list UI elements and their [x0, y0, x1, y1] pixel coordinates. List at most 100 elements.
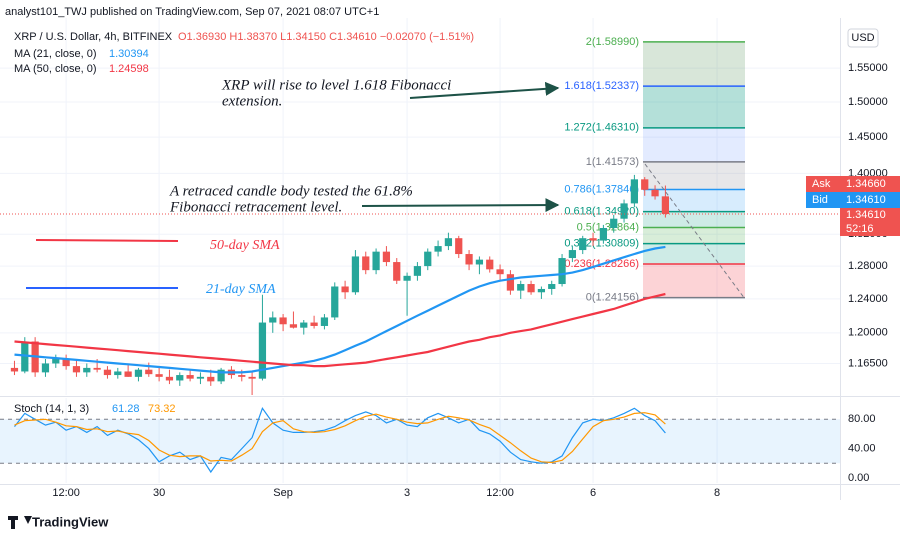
candle-body: [258, 322, 267, 379]
x-tick-label: 12:00: [486, 487, 514, 499]
ask-tag: [806, 176, 900, 192]
x-tick-label: 30: [153, 487, 165, 499]
candle-body: [610, 218, 618, 229]
fib-label: 0.5(1.32864): [577, 221, 639, 233]
candle-body: [196, 376, 205, 379]
fib-label: 1.272(1.46310): [564, 122, 639, 134]
candle-body: [372, 251, 380, 271]
annotation: 21-day SMA: [206, 282, 276, 297]
annotation: 50-day SMA: [210, 238, 280, 253]
candle-body: [341, 286, 349, 293]
candle-body: [269, 317, 277, 323]
candle-body: [630, 179, 639, 204]
fib-zone: [643, 86, 745, 128]
candle-body: [455, 238, 463, 255]
currency-box[interactable]: [847, 28, 879, 48]
fib-label: 0(1.24156): [586, 292, 639, 304]
candle-body: [320, 317, 329, 326]
x-tick-label: Sep: [273, 487, 293, 499]
candle-body: [114, 371, 122, 376]
symbol: XRP / U.S. Dollar, 4h, BITFINEX: [14, 31, 173, 43]
candle-body: [10, 367, 19, 372]
candle-body: [103, 369, 112, 376]
y-tick-label: 1.20000: [848, 327, 888, 339]
fib-zone: [643, 263, 745, 298]
fib-zone: [643, 127, 745, 162]
x-tick-label: 8: [714, 487, 720, 499]
candle-body: [351, 256, 360, 293]
annotation: extension.: [222, 93, 282, 109]
y-tick-label: 1.24000: [848, 293, 888, 305]
fib-zone: [643, 243, 745, 264]
legend-line: [35, 239, 179, 242]
candle-body: [424, 251, 432, 267]
legend-ma21: MA (21, close, 0): [14, 48, 97, 60]
bid-price: 1.34610: [846, 194, 886, 206]
candle-body: [527, 284, 535, 293]
arrow: [361, 198, 560, 213]
ask-label: Ask: [812, 178, 831, 190]
candle-body: [444, 238, 453, 247]
stoch-k-value: 61.28: [112, 403, 140, 415]
y-tick-label: 1.45000: [848, 131, 888, 143]
candle-body: [165, 376, 174, 381]
stoch-d-value: 73.32: [148, 403, 176, 415]
candle-body: [52, 359, 60, 364]
candle-body: [434, 246, 442, 252]
last-tag: [840, 208, 900, 236]
fib-label: 1(1.41573): [586, 156, 639, 168]
candle-body: [568, 250, 577, 259]
candle-body: [124, 371, 132, 377]
candle-body: [475, 259, 484, 265]
candle-body: [579, 238, 587, 251]
candle-body: [186, 375, 194, 379]
candle-body: [537, 288, 546, 293]
candle-body: [145, 369, 153, 375]
candle-body: [362, 256, 370, 271]
bid-tag: [806, 192, 900, 208]
y-tick-label: 1.16500: [848, 357, 888, 369]
candle-body: [300, 322, 308, 328]
candle-body: [289, 324, 298, 328]
logo-text: TradingView: [32, 514, 109, 529]
fib-label: 2(1.58990): [586, 36, 639, 48]
ohlc-text: O1.36930 H1.38370 L1.34150 C1.34610 −0.0…: [178, 31, 474, 43]
fib-zone: [643, 41, 745, 87]
y-tick-label: 1.28000: [848, 260, 888, 272]
currency: USD: [851, 32, 874, 44]
candle-body: [217, 369, 225, 382]
candle-body: [465, 254, 473, 265]
candle-body: [599, 228, 608, 241]
x-tick-label: 6: [590, 487, 596, 499]
fib-label: 0.618(1.34920): [564, 206, 639, 218]
candle-body: [134, 369, 143, 377]
candle-body: [238, 375, 246, 377]
candle-body: [558, 258, 566, 285]
candle-body: [506, 274, 515, 291]
candle-body: [72, 366, 81, 373]
candle-body: [651, 189, 659, 197]
stoch-title: Stoch (14, 1, 3): [14, 403, 89, 415]
candle-body: [155, 374, 163, 377]
candle-body: [62, 359, 70, 367]
fib-zone: [643, 211, 745, 228]
candle-body: [548, 284, 556, 289]
candle-body: [403, 275, 411, 281]
candle-body: [413, 266, 422, 276]
y-tick-label: 0.00: [848, 472, 869, 484]
bid-label: Bid: [812, 194, 828, 206]
last-price: 1.34610: [846, 209, 886, 221]
fib-label: 1.618(1.52337): [564, 80, 639, 92]
candle-body: [41, 363, 50, 373]
candle-body: [661, 196, 670, 215]
ask-price: 1.34660: [846, 178, 886, 190]
fib-zone: [643, 227, 745, 244]
annotation: Fibonacci retracement level.: [169, 199, 342, 215]
candle-body: [310, 322, 318, 326]
legend-ma50: MA (50, close, 0): [14, 63, 97, 75]
countdown: 52:16: [846, 223, 874, 235]
candle-body: [83, 367, 91, 373]
legend-ma21-value: 1.30394: [109, 48, 149, 60]
legend-ma50-value: 1.24598: [109, 63, 149, 75]
candle-body: [207, 376, 215, 382]
